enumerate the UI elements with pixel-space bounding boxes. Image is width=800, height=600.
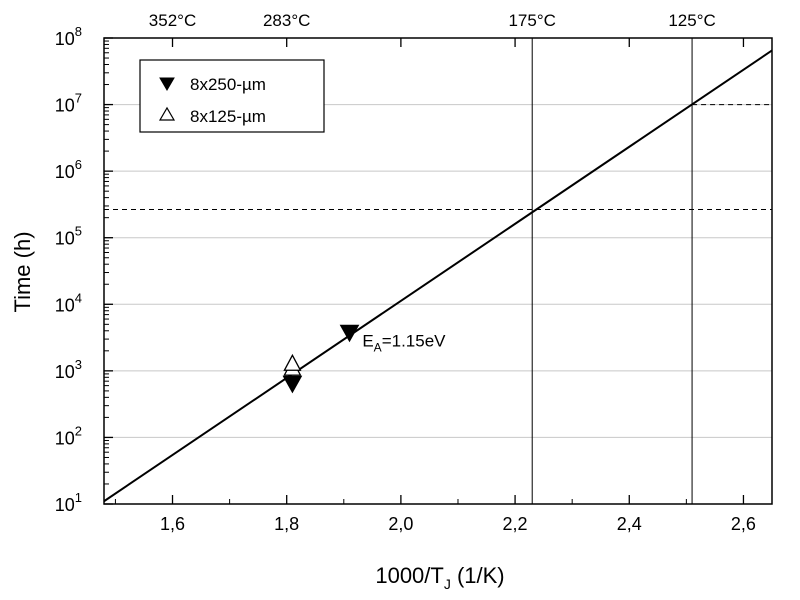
y-tick-base: 10 <box>55 362 75 382</box>
top-temperature-label: 125°C <box>668 11 715 30</box>
legend-label-8x250: 8x250-µm <box>190 75 266 94</box>
top-temperature-label: 175°C <box>508 11 555 30</box>
annotation-suffix: =1.15eV <box>382 331 446 350</box>
legend-marker-filled-down-triangle <box>159 77 175 91</box>
legend-label-8x125: 8x125-µm <box>190 107 266 126</box>
legend: 8x250-µm 8x125-µm <box>139 59 325 133</box>
y-tick-base: 10 <box>55 229 75 249</box>
y-tick-label: 102 <box>55 423 82 448</box>
fit-layer <box>103 49 773 503</box>
x-tick-label: 2,4 <box>617 514 642 534</box>
annotation-subscript: A <box>374 340 382 354</box>
y-tick-base: 10 <box>55 428 75 448</box>
x-tick-label: 2,6 <box>731 514 756 534</box>
data-point-8x250 <box>339 324 360 343</box>
x-axis-title-subscript: J <box>444 576 451 592</box>
y-tick-label: 105 <box>55 224 82 249</box>
legend-item-8x250: 8x250-µm <box>159 75 266 94</box>
y-tick-exponent: 8 <box>75 24 82 39</box>
y-tick-exponent: 6 <box>75 157 82 172</box>
legend-marker-open-up-triangle <box>158 106 176 121</box>
annotation-prefix: E <box>362 331 373 350</box>
y-tick-label: 104 <box>55 290 82 315</box>
grid-layer <box>104 104 772 438</box>
y-tick-base: 10 <box>55 29 75 49</box>
x-tick-label: 2,0 <box>388 514 413 534</box>
top-axis: 352°C 283°C 175°C 125°C <box>149 11 716 30</box>
y-tick-label: 107 <box>55 91 82 116</box>
x-tick-label: 1,8 <box>274 514 299 534</box>
y-tick-base: 10 <box>55 162 75 182</box>
x-axis-title-main: 1000/T <box>375 563 444 588</box>
y-tick-exponent: 2 <box>75 423 82 438</box>
plot-frame <box>103 37 773 505</box>
y-tick-exponent: 5 <box>75 224 82 239</box>
y-tick-base: 10 <box>55 295 75 315</box>
arrhenius-fit-line <box>103 49 773 503</box>
y-tick-base: 10 <box>55 96 75 116</box>
y-tick-exponent: 1 <box>75 490 82 505</box>
y-tick-label: 108 <box>55 24 82 49</box>
y-tick-exponent: 7 <box>75 91 82 106</box>
x-axis-title-unit: (1/K) <box>451 563 505 588</box>
y-tick-label: 101 <box>55 490 82 515</box>
y-axis-title: Time (h) <box>10 231 35 312</box>
legend-item-8x125: 8x125-µm <box>158 106 266 126</box>
y-tick-exponent: 3 <box>75 357 82 372</box>
y-tick-label: 103 <box>55 357 82 382</box>
x-tick-label: 1,6 <box>160 514 185 534</box>
data-point-8x125 <box>283 353 302 371</box>
reference-lines <box>104 38 772 504</box>
x-tick-label: 2,2 <box>503 514 528 534</box>
top-temperature-label: 283°C <box>263 11 310 30</box>
activation-energy-annotation: EA=1.15eV <box>362 331 446 354</box>
marks-layer <box>282 324 360 394</box>
y-tick-label: 106 <box>55 157 82 182</box>
y-tick-base: 10 <box>55 495 75 515</box>
activation-energy-label: EA=1.15eV <box>362 331 446 354</box>
data-point-8x250 <box>282 375 303 394</box>
y-tick-exponent: 4 <box>75 290 82 305</box>
x-axis-title: 1000/TJ (1/K) <box>375 563 504 592</box>
top-temperature-label: 352°C <box>149 11 196 30</box>
